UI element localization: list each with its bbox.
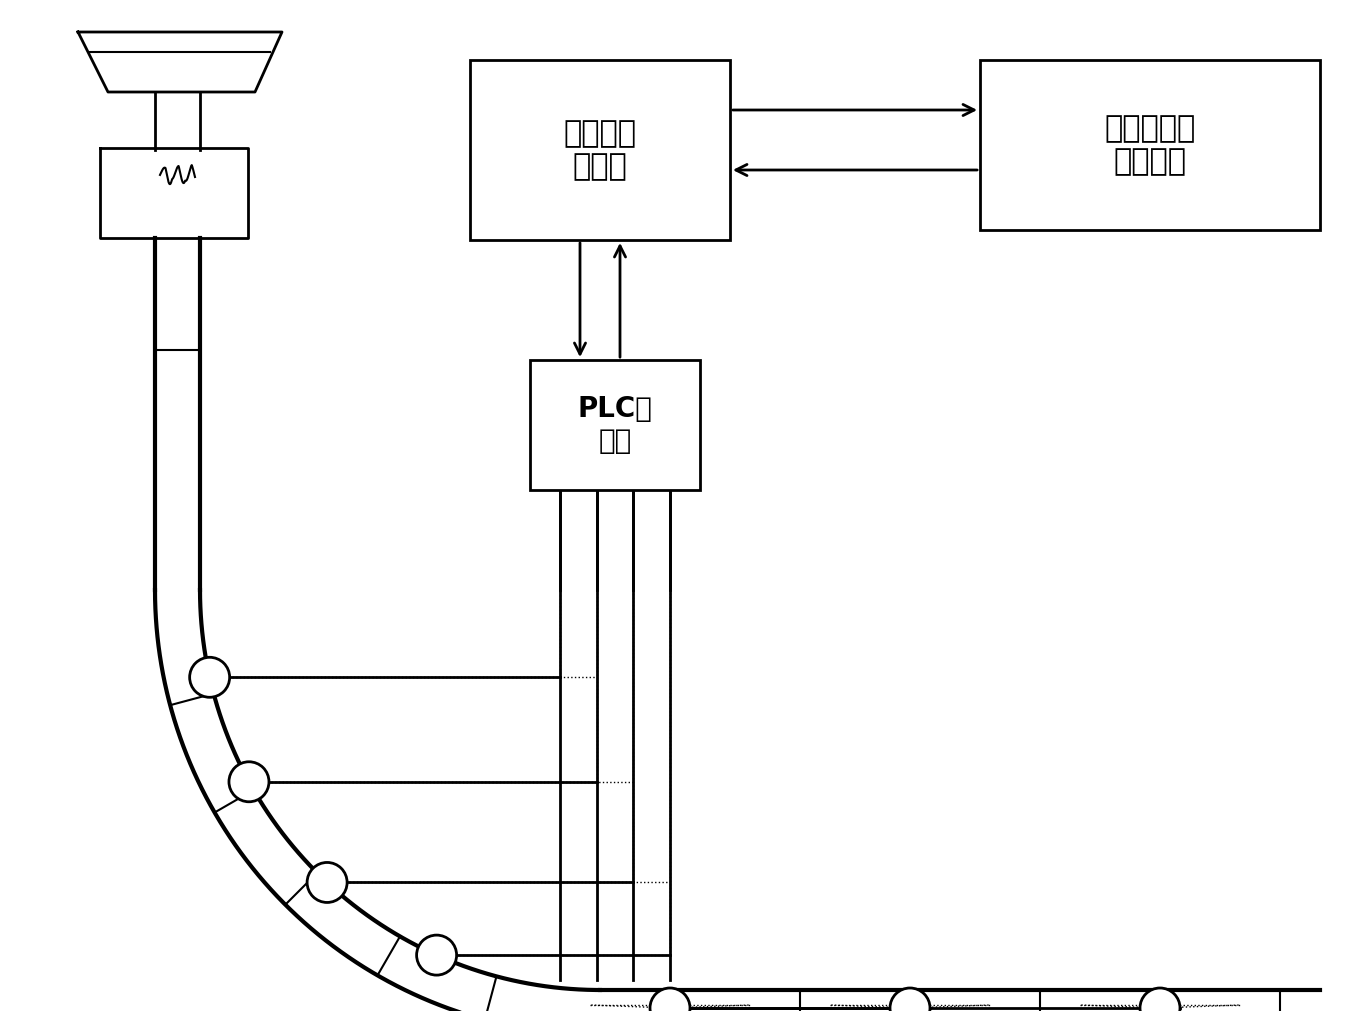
Circle shape xyxy=(307,862,348,903)
Circle shape xyxy=(229,761,269,802)
Circle shape xyxy=(651,988,690,1011)
Text: 二冷模型控
制计算机: 二冷模型控 制计算机 xyxy=(1105,113,1196,176)
Text: 过程控制
计算机: 过程控制 计算机 xyxy=(563,118,637,181)
Text: PLC计
算机: PLC计 算机 xyxy=(578,395,652,455)
Circle shape xyxy=(190,657,229,698)
Bar xyxy=(470,60,730,240)
Bar xyxy=(981,60,1320,229)
Bar xyxy=(529,360,700,490)
Circle shape xyxy=(416,935,457,975)
Circle shape xyxy=(1140,988,1180,1011)
Circle shape xyxy=(890,988,929,1011)
